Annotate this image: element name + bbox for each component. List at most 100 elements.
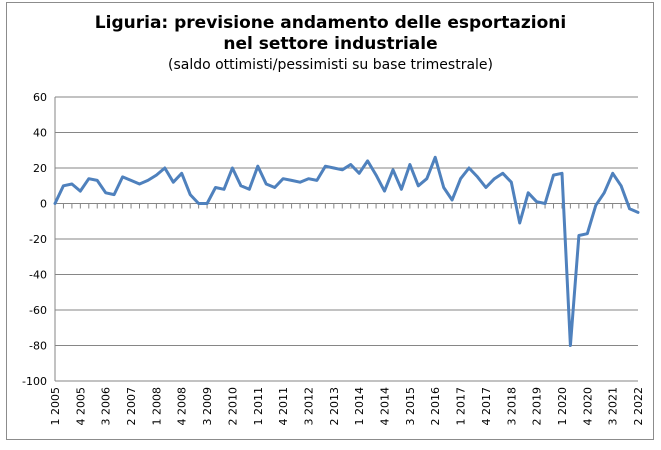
data-point [332,166,336,170]
y-tick-label: 40 [33,127,47,140]
data-point [290,179,293,182]
data-point [501,172,505,175]
data-point [256,165,259,168]
chart-subtitle: (saldo ottimisti/pessimisti su base trim… [167,57,493,73]
x-tick-label: 1 2011 [252,387,265,426]
data-point [611,172,614,175]
data-point [188,193,192,196]
x-tick-label: 2 2022 [632,387,645,426]
data-point [248,188,251,191]
y-tick-label: 60 [33,91,47,104]
data-point [603,191,606,195]
data-point [349,163,352,166]
data-point [484,186,488,189]
chart-frame [6,2,654,440]
x-tick-label: 2 2016 [429,387,442,426]
x-tick-label: 3 2021 [607,387,620,426]
data-point [535,200,538,203]
data-point [129,179,133,182]
data-point [467,166,471,170]
data-point [281,177,285,180]
x-tick-label: 4 2005 [74,387,87,426]
x-tick-label: 4 2017 [480,387,493,426]
data-point [163,166,167,170]
data-point [104,191,107,195]
data-point [357,172,361,175]
data-point [434,156,437,159]
data-point [560,172,564,175]
y-tick-label: -40 [29,269,47,282]
x-tick-label: 1 2008 [150,387,163,426]
data-point [53,202,57,205]
data-point [408,163,412,166]
data-point [180,172,183,175]
data-point [96,179,99,182]
data-point [383,189,386,193]
x-tick-label: 1 2005 [49,387,62,426]
data-point [172,181,175,184]
data-point [70,182,74,186]
data-point [476,175,479,179]
data-point [112,193,116,196]
data-point [265,182,268,186]
data-point [87,177,90,180]
x-tick-label: 3 2018 [505,387,518,426]
data-point [543,202,547,205]
x-tick-label: 3 2015 [404,387,417,426]
x-tick-label: 2 2010 [226,387,239,426]
data-point [400,188,403,191]
data-point [62,184,65,187]
data-point [239,184,243,187]
data-point [417,184,420,187]
data-point [315,179,319,182]
x-tick-label: 1 2020 [556,387,569,426]
y-tick-label: 20 [33,162,47,175]
data-point [273,186,276,189]
data-point [307,177,310,180]
x-tick-label: 1 2014 [353,387,366,426]
data-point [569,344,572,347]
x-tick-label: 1 2017 [455,387,468,426]
x-tick-label: 2 2013 [328,387,341,426]
data-point [197,202,200,205]
y-tick-label: -20 [29,233,47,246]
chart-title-line2: nel settore industriale [223,34,438,54]
data-point [79,189,82,193]
data-point [146,179,150,182]
data-point [205,202,209,205]
data-point [493,177,496,180]
x-tick-label: 4 2020 [581,387,594,426]
data-point [594,204,597,207]
data-point [231,166,234,170]
data-point [636,211,640,214]
data-point [628,207,631,211]
x-tick-label: 2 2007 [125,387,138,426]
data-point [442,186,445,189]
data-point [619,184,623,187]
chart-title: Liguria: previsione andamento delle espo… [94,13,567,33]
x-tick-label: 4 2008 [176,387,189,426]
data-point [577,234,581,237]
data-point [518,221,521,225]
x-tick-label: 4 2014 [379,387,392,426]
data-point [391,168,395,171]
data-point [586,232,589,235]
data-point [222,188,226,191]
series-line [53,155,640,347]
data-point [366,159,369,163]
data-point [138,182,141,186]
x-tick-label: 4 2011 [277,387,290,426]
data-point [450,198,454,202]
y-tick-label: -100 [22,375,47,388]
x-tick-label: 3 2006 [100,387,113,426]
data-point [214,186,217,189]
data-point [425,177,428,180]
data-point [298,181,302,184]
data-point [510,181,513,184]
y-tick-label: -80 [29,340,47,353]
x-tick-label: 3 2009 [201,387,214,426]
data-point [121,175,124,179]
y-tick-label: -60 [29,304,47,317]
data-point [374,173,378,177]
